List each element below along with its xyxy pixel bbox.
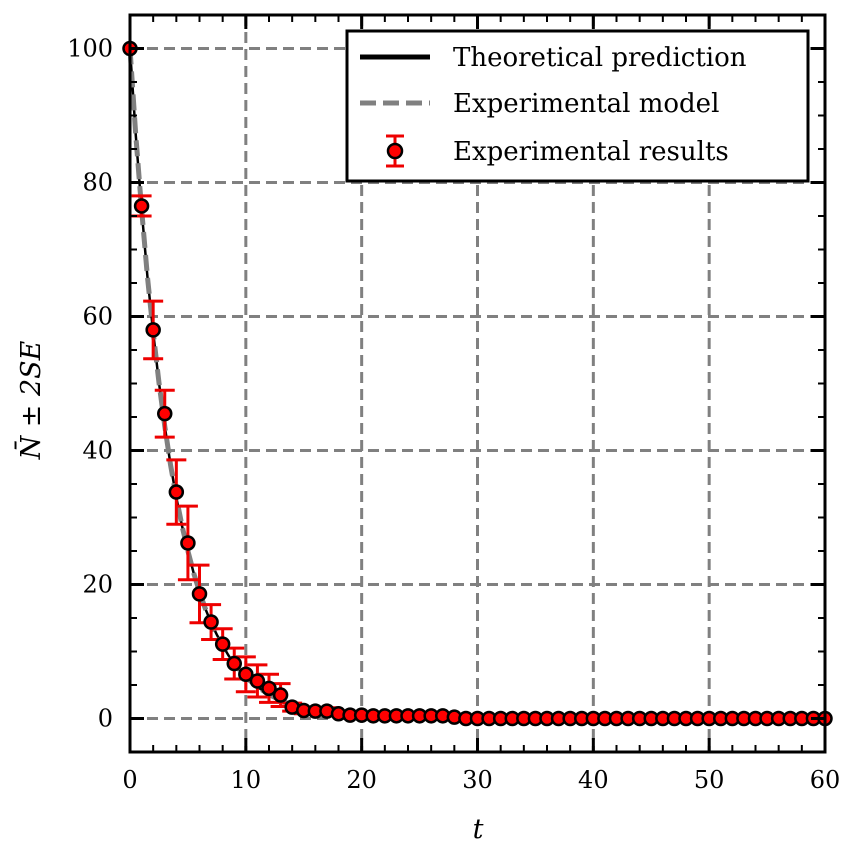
data-point — [249, 673, 266, 689]
x-tick-label: 60 — [810, 766, 841, 794]
x-axis-label: t — [473, 814, 484, 845]
x-tick-label: 50 — [694, 766, 725, 794]
data-point — [133, 198, 150, 214]
y-axis-label: N̄ ± 2SE — [13, 340, 47, 460]
y-tick-label: 40 — [82, 437, 113, 465]
data-point — [203, 614, 219, 630]
plot-area — [122, 40, 833, 727]
data-point — [157, 405, 173, 422]
x-tick-label: 40 — [578, 766, 609, 794]
data-point — [191, 586, 208, 602]
legend-label-results: Experimental results — [453, 137, 729, 167]
x-tick-label: 10 — [231, 766, 262, 794]
legend-swatch-results — [386, 134, 404, 168]
x-tick-label: 0 — [122, 766, 137, 794]
data-point — [238, 666, 254, 683]
y-tick-label: 80 — [82, 169, 113, 197]
legend-label-theoretical: Theoretical prediction — [453, 43, 747, 73]
legend-label-model: Experimental model — [453, 89, 719, 119]
data-point — [214, 636, 231, 652]
y-tick-label: 20 — [82, 571, 113, 599]
axis-ticks — [128, 14, 827, 753]
data-point — [145, 322, 161, 338]
data-point — [180, 535, 196, 551]
tick-labels: 0 10 20 30 40 50 60 0 20 40 60 80 100 — [67, 35, 840, 795]
data-point — [168, 484, 185, 500]
data-point — [272, 687, 289, 703]
x-tick-label: 30 — [462, 766, 493, 794]
data-point — [226, 655, 242, 672]
y-axis-label-text: N̄ ± 2SE — [13, 340, 47, 460]
y-tick-label: 100 — [67, 35, 113, 63]
legend: Theoretical prediction Experimental mode… — [345, 29, 810, 183]
data-point — [261, 680, 277, 697]
x-tick-label: 20 — [346, 766, 377, 794]
y-tick-label: 60 — [82, 303, 113, 331]
y-tick-label: 0 — [98, 705, 113, 733]
